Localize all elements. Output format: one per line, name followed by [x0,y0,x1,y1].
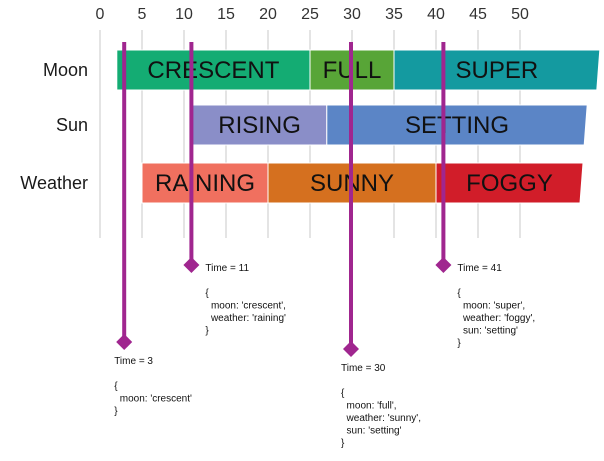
marker-title: Time = 41 [457,263,502,274]
segment-moon-super [393,49,601,91]
marker-state-line: } [205,326,209,337]
marker-state-line: } [341,438,345,449]
segment-weather-raining [141,162,269,204]
segment-label-foggy: FOGGY [466,170,553,197]
marker-title: Time = 11 [205,263,249,274]
marker-state-line: sun: 'setting' [457,326,518,337]
marker-state-line: { [341,388,345,399]
tick-label: 20 [259,6,277,23]
tick-label: 10 [175,6,193,23]
segments: CRESCENTFULLSUPERRISINGSETTINGRAININGSUN… [116,49,601,204]
segment-label-setting: SETTING [405,112,509,139]
segment-sun-setting [326,104,588,146]
marker-state-line: moon: 'full', [341,401,397,412]
segment-label-rising: RISING [218,112,301,139]
tick-label: 50 [511,6,529,23]
marker-state-line: moon: 'crescent', [205,301,286,312]
time-marker-diamond [343,341,359,357]
tick-label: 25 [301,6,319,23]
row-label-moon: Moon [43,60,88,80]
tick-label: 5 [138,6,147,23]
segment-label-raining: RAINING [155,170,255,197]
marker-state-line: { [457,288,461,299]
row-label-sun: Sun [56,115,88,135]
segment-moon-crescent [116,49,311,91]
time-markers: Time = 3 { moon: 'crescent'} Time = 11 { mo… [114,42,535,449]
marker-state-line: weather: 'raining' [205,313,286,324]
tick-label: 45 [469,6,487,23]
tick-label: 15 [217,6,235,23]
marker-state-line: weather: 'foggy', [457,313,535,324]
time-marker-diamond [116,334,133,350]
tick-label: 40 [427,6,445,23]
segment-label-super: SUPER [456,57,539,84]
segment-weather-foggy [435,162,584,204]
marker-state-line: } [457,338,461,349]
tick-label: 35 [385,6,403,23]
marker-state-line: sun: 'setting' [341,426,402,437]
marker-state-line: { [205,288,209,299]
tick-label: 0 [96,6,105,23]
tick-label: 30 [343,6,361,23]
time-marker-diamond [435,257,452,273]
row-labels: Moon Sun Weather [20,60,88,193]
time-marker-diamond [183,257,200,273]
row-label-weather: Weather [20,173,88,193]
marker-title: Time = 30 [341,363,386,374]
marker-state-line: weather: 'sunny', [341,413,421,424]
marker-state-line: } [114,406,118,417]
segment-label-crescent: CRESCENT [147,57,279,84]
marker-state-line: moon: 'crescent' [114,394,192,405]
marker-state-line: moon: 'super', [457,301,525,312]
marker-title: Time = 3 [114,356,153,367]
axis-ticks: 0 5 10 15 20 25 30 35 40 45 50 [96,6,529,23]
marker-state-line: { [114,381,118,392]
